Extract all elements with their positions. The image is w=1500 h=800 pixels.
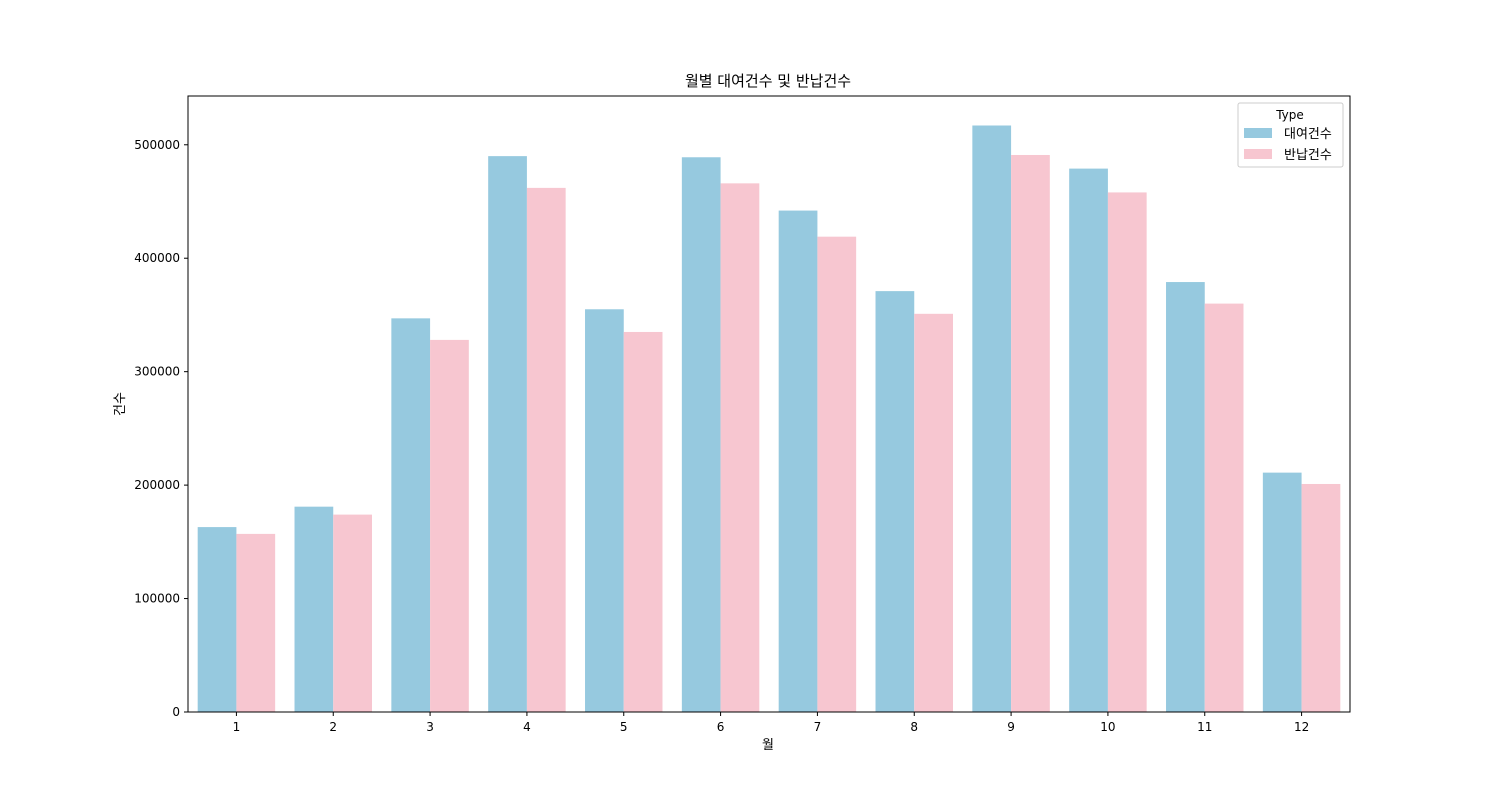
y-tick-label: 500000 bbox=[134, 138, 180, 152]
bar-return-month-6 bbox=[720, 183, 760, 712]
y-tick-label: 300000 bbox=[134, 365, 180, 379]
bar-return-month-1 bbox=[236, 533, 276, 712]
chart-title: 월별 대여건수 및 반납건수 bbox=[685, 72, 851, 90]
bar-rental-month-6 bbox=[681, 157, 721, 713]
bar-rental-month-10 bbox=[1069, 168, 1108, 712]
bar-rental-month-9 bbox=[972, 125, 1012, 712]
x-tick-label: 1 bbox=[233, 720, 241, 734]
x-tick-label: 5 bbox=[620, 720, 628, 734]
bar-return-month-7 bbox=[817, 236, 857, 712]
y-tick-label: 400000 bbox=[134, 251, 180, 265]
bar-rental-month-1 bbox=[197, 527, 237, 712]
x-axis-label: 월 bbox=[762, 738, 774, 753]
y-axis-label: 건수 bbox=[113, 392, 128, 416]
legend-swatch-rental bbox=[1244, 128, 1272, 138]
x-tick-label: 7 bbox=[814, 720, 822, 734]
bar-return-month-3 bbox=[430, 339, 469, 712]
legend-title: Type bbox=[1275, 108, 1304, 122]
x-tick-label: 11 bbox=[1197, 720, 1212, 734]
bar-rental-month-7 bbox=[778, 210, 818, 713]
x-tick-label: 9 bbox=[1007, 720, 1015, 734]
y-tick-label: 0 bbox=[172, 705, 180, 719]
x-tick-label: 12 bbox=[1294, 720, 1309, 734]
x-tick-label: 2 bbox=[329, 720, 337, 734]
bar-return-month-12 bbox=[1301, 483, 1341, 712]
legend-swatch-return bbox=[1244, 149, 1272, 159]
bar-rental-month-12 bbox=[1262, 472, 1302, 712]
bar-return-month-11 bbox=[1204, 303, 1244, 712]
x-tick-label: 10 bbox=[1100, 720, 1115, 734]
bar-rental-month-5 bbox=[585, 309, 624, 712]
bars-group bbox=[197, 125, 1341, 713]
bar-return-month-4 bbox=[526, 187, 566, 712]
bar-rental-month-11 bbox=[1166, 282, 1205, 712]
y-tick-label: 200000 bbox=[134, 478, 180, 492]
bar-rental-month-8 bbox=[875, 291, 915, 712]
bar-return-month-2 bbox=[333, 514, 372, 712]
bar-return-month-8 bbox=[914, 313, 953, 712]
bar-rental-month-3 bbox=[391, 318, 431, 712]
bar-rental-month-4 bbox=[488, 156, 527, 712]
x-tick-label: 4 bbox=[523, 720, 531, 734]
legend: Type 대여건수 반납건수 bbox=[1237, 102, 1344, 168]
legend-label-rental: 대여건수 bbox=[1284, 127, 1332, 142]
plot-frame bbox=[187, 95, 1351, 713]
bar-return-month-5 bbox=[623, 331, 663, 712]
bar-return-month-10 bbox=[1107, 192, 1147, 713]
bar-return-month-9 bbox=[1011, 154, 1050, 713]
x-axis: 1 2 3 4 5 6 7 8 9 10 11 12 bbox=[233, 712, 1309, 734]
x-tick-label: 6 bbox=[717, 720, 725, 734]
x-tick-label: 3 bbox=[426, 720, 434, 734]
y-tick-label: 100000 bbox=[134, 592, 180, 606]
legend-label-return: 반납건수 bbox=[1284, 148, 1332, 163]
y-axis: 0 100000 200000 300000 400000 500000 bbox=[134, 138, 188, 719]
x-tick-label: 8 bbox=[910, 720, 918, 734]
bar-rental-month-2 bbox=[294, 506, 334, 712]
